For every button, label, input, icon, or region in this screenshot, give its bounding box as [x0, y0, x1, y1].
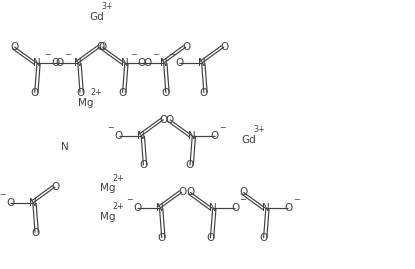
Text: O: O	[210, 131, 219, 141]
Text: O: O	[31, 228, 39, 238]
Text: O: O	[51, 58, 59, 68]
Text: N: N	[262, 203, 270, 214]
Text: N: N	[209, 203, 217, 214]
Text: O: O	[284, 203, 293, 214]
Text: −: −	[168, 50, 175, 59]
Text: O: O	[186, 187, 194, 197]
Text: −: −	[107, 123, 114, 132]
Text: O: O	[220, 42, 228, 52]
Text: 2+: 2+	[112, 174, 124, 183]
Text: O: O	[115, 131, 123, 141]
Text: N: N	[33, 58, 41, 68]
Text: Mg: Mg	[100, 183, 116, 193]
Text: −: −	[130, 50, 137, 59]
Text: O: O	[182, 42, 190, 52]
Text: O: O	[158, 233, 166, 243]
Text: O: O	[206, 233, 215, 243]
Text: O: O	[178, 187, 186, 197]
Text: −: −	[44, 50, 51, 59]
Text: O: O	[137, 58, 145, 68]
Text: Gd: Gd	[90, 12, 105, 22]
Text: N: N	[188, 131, 196, 141]
Text: O: O	[31, 88, 39, 98]
Text: 2+: 2+	[112, 202, 124, 211]
Text: O: O	[239, 187, 247, 197]
Text: −: −	[64, 50, 71, 59]
Text: N: N	[156, 203, 164, 214]
Text: O: O	[133, 203, 141, 214]
Text: N: N	[198, 58, 205, 68]
Text: −: −	[293, 195, 300, 204]
Text: N: N	[137, 131, 145, 141]
Text: O: O	[51, 182, 59, 192]
Text: −: −	[126, 195, 133, 204]
Text: −: −	[219, 123, 226, 132]
Text: O: O	[159, 115, 168, 125]
Text: 2+: 2+	[90, 88, 102, 97]
Text: O: O	[76, 88, 84, 98]
Text: O: O	[96, 42, 105, 52]
Text: O: O	[259, 233, 268, 243]
Text: O: O	[186, 160, 194, 171]
Text: O: O	[162, 88, 170, 98]
Text: −: −	[0, 190, 6, 199]
Text: O: O	[55, 58, 63, 68]
Text: Mg: Mg	[100, 211, 116, 222]
Text: O: O	[10, 42, 19, 52]
Text: O: O	[98, 42, 106, 52]
Text: O: O	[175, 58, 183, 68]
Text: 3+: 3+	[254, 125, 265, 134]
Text: O: O	[143, 58, 151, 68]
Text: O: O	[231, 203, 239, 214]
Text: N: N	[160, 58, 168, 68]
Text: O: O	[166, 115, 174, 125]
Text: N: N	[29, 198, 37, 208]
Text: 3+: 3+	[102, 2, 114, 11]
Text: O: O	[200, 88, 208, 98]
Text: Gd: Gd	[241, 135, 256, 145]
Text: O: O	[139, 160, 147, 171]
Text: N: N	[121, 58, 129, 68]
Text: −: −	[151, 50, 159, 59]
Text: N: N	[61, 141, 69, 152]
Text: O: O	[6, 198, 15, 208]
Text: Mg: Mg	[78, 98, 93, 108]
Text: N: N	[74, 58, 82, 68]
Text: O: O	[118, 88, 127, 98]
Text: −: −	[239, 195, 246, 204]
